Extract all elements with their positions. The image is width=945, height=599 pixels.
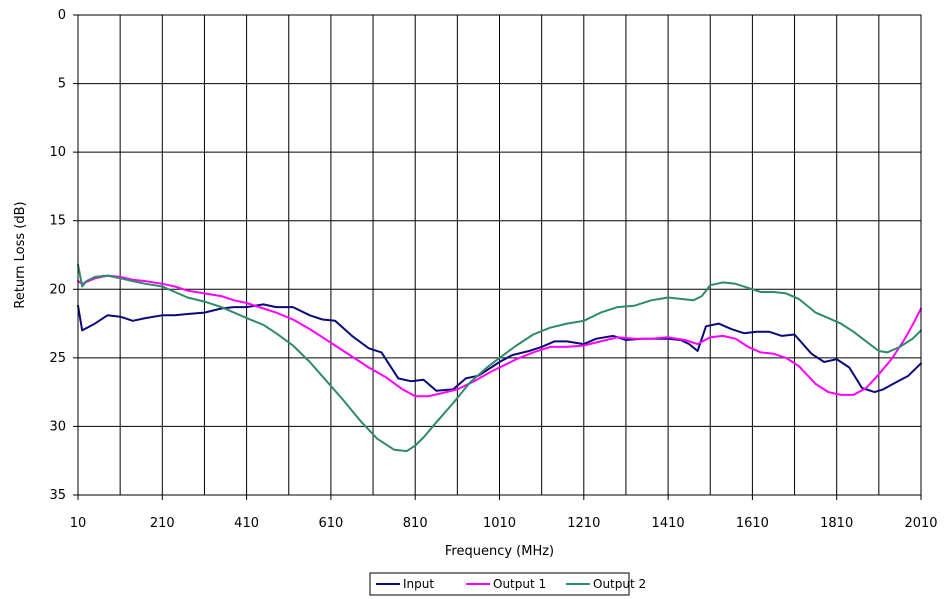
y-tick-label: 5 [58,77,66,92]
x-tick-label: 1810 [820,516,853,531]
x-tick-label: 210 [150,516,175,531]
grid [78,15,921,495]
x-tick-label: 10 [70,516,87,531]
legend-box [369,572,630,596]
y-axis-title: Return Loss (dB) [13,201,28,308]
x-axis-title: Frequency (MHz) [445,544,554,559]
x-tick-labels: 10 210 410 610 810 1010 1210 1410 1610 1810 2010 [70,495,938,531]
series-line-input [77,303,922,394]
legend: Input Output 1 Output 2 [369,572,646,596]
x-tick-label: 1410 [652,516,685,531]
x-tick-label: 1210 [567,516,600,531]
y-tick-labels: 0 5 10 15 20 25 30 35 [49,8,78,503]
x-tick-label: 410 [234,516,259,531]
y-tick-label: 10 [49,145,66,160]
x-tick-label: 2010 [904,516,937,531]
x-tick-label: 1610 [736,516,769,531]
x-tick-label: 610 [318,516,343,531]
series-lines [77,263,922,453]
y-tick-label: 0 [58,8,66,23]
series-line-output-2 [77,263,922,453]
x-tick-label: 810 [403,516,428,531]
y-tick-label: 35 [49,488,66,503]
series-line-output-1 [77,274,922,398]
y-tick-label: 15 [49,214,66,229]
legend-label: Output 1 [493,577,546,591]
y-tick-label: 20 [49,282,66,297]
legend-label: Output 2 [593,577,646,591]
y-tick-label: 30 [49,419,66,434]
y-tick-label: 25 [49,351,66,366]
legend-label: Input [403,577,434,591]
x-tick-label: 1010 [483,516,516,531]
